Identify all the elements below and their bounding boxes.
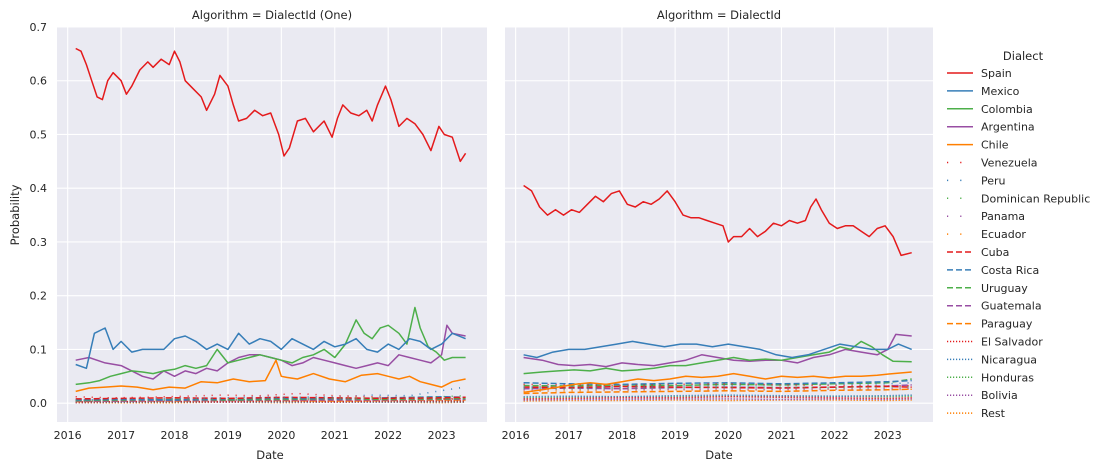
- series-line-costa-rica: [523, 379, 912, 386]
- y-tick-label: 0.5: [30, 128, 48, 141]
- y-tick-label: 0.0: [30, 397, 48, 410]
- panel-dialectid: 2016 2017 2018 2019 2020 2021 2022 2023 Algorith…: [502, 8, 933, 442]
- x-tick-label: 2020: [267, 429, 295, 442]
- legend-label: Spain: [981, 67, 1012, 80]
- y-tick-label: 0.4: [30, 182, 48, 195]
- y-tick-label: 0.1: [30, 343, 48, 356]
- legend: Dialect Spain Mexico Colombia Argentina Chil…: [947, 49, 1090, 420]
- legend-label: Paraguay: [981, 318, 1033, 331]
- legend-label: Ecuador: [981, 228, 1026, 241]
- x-tick-label: 2022: [374, 429, 402, 442]
- series-line-rest: [523, 399, 912, 402]
- series-line-nicaragua: [523, 394, 912, 398]
- x-tick-label: 2017: [555, 429, 583, 442]
- legend-label: Cuba: [981, 246, 1009, 259]
- series-line-costa-rica: [75, 395, 466, 401]
- x-tick-label: 2019: [214, 429, 242, 442]
- x-tick-label: 2023: [874, 429, 902, 442]
- series-line-spain: [75, 47, 467, 163]
- plot-background: [57, 27, 487, 422]
- panel-title: Algorithm = DialectId: [657, 8, 781, 22]
- series-line-cuba: [523, 385, 912, 389]
- series-line-guatemala: [75, 398, 466, 402]
- x-axis-label-right: Date: [705, 448, 733, 462]
- legend-label: Argentina: [981, 121, 1035, 134]
- series-line-uruguay: [523, 378, 912, 387]
- panel-title: Algorithm = DialectId (One): [192, 8, 352, 22]
- legend-label: Honduras: [981, 371, 1034, 384]
- x-tick-label: 2022: [821, 429, 849, 442]
- x-tick-label: 2018: [608, 429, 636, 442]
- series-line-el-salvador: [523, 395, 912, 400]
- y-axis-label: Probability: [8, 184, 22, 245]
- y-tick-label: 0.3: [30, 236, 48, 249]
- x-tick-label: 2020: [714, 429, 742, 442]
- series-line-bolivia: [523, 398, 912, 401]
- series-line-colombia: [523, 340, 912, 375]
- x-tick-label: 2019: [661, 429, 689, 442]
- x-tick-label: 2016: [502, 429, 530, 442]
- legend-label: Nicaragua: [981, 353, 1037, 366]
- y-tick-label: 0.2: [30, 290, 48, 303]
- legend-label: Mexico: [981, 85, 1020, 98]
- x-tick-label: 2017: [107, 429, 135, 442]
- legend-label: Venezuela: [981, 157, 1038, 170]
- y-tick-label: 0.6: [30, 75, 48, 88]
- legend-title: Dialect: [1003, 49, 1044, 63]
- legend-label: Peru: [981, 174, 1006, 187]
- legend-label: El Salvador: [981, 336, 1043, 349]
- x-tick-label: 2021: [767, 429, 795, 442]
- series-line-chile: [523, 371, 912, 394]
- legend-label: Guatemala: [981, 300, 1042, 313]
- legend-label: Panama: [981, 210, 1025, 223]
- panel-dialectid-one: 2016 2017 2018 2019 2020 2021 2022 2023 0.0 0.1 0.…: [30, 8, 487, 442]
- series-line-chile: [75, 359, 466, 393]
- x-axis-label-left: Date: [256, 448, 284, 462]
- series-line-mexico: [75, 327, 466, 370]
- series-line-paraguay: [523, 388, 912, 395]
- legend-label: Uruguay: [981, 282, 1028, 295]
- x-tick-label: 2021: [321, 429, 349, 442]
- y-tick-label: 0.7: [30, 21, 48, 34]
- x-tick-label: 2023: [428, 429, 456, 442]
- legend-label: Dominican Republic: [981, 192, 1090, 205]
- legend-label: Chile: [981, 139, 1009, 152]
- legend-label: Colombia: [981, 103, 1033, 116]
- x-tick-label: 2016: [54, 429, 82, 442]
- legend-label: Bolivia: [981, 389, 1018, 402]
- series-line-mexico: [523, 340, 912, 359]
- series-line-spain: [523, 184, 912, 257]
- series-line-cuba: [75, 396, 466, 400]
- legend-label: Rest: [981, 407, 1006, 420]
- series-line-colombia: [75, 306, 466, 386]
- legend-label: Costa Rica: [981, 264, 1039, 277]
- x-tick-label: 2018: [161, 429, 189, 442]
